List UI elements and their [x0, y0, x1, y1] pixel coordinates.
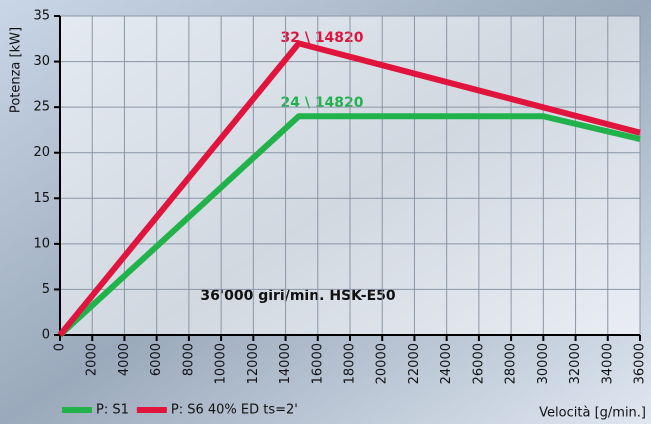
y-axis-label: Potenza [kW]	[9, 27, 24, 113]
series-line	[57, 113, 641, 338]
y-tick-label: 20	[33, 145, 50, 160]
series-line	[57, 40, 641, 337]
x-axis-label: Velocità [g/min.]	[539, 406, 646, 421]
annotation: 24 \ 14820	[280, 95, 363, 111]
x-tick-label: 34000	[600, 343, 615, 384]
x-tick-label: 36000	[633, 343, 648, 384]
x-tick-label: 10000	[214, 343, 229, 384]
y-tick-label: 15	[33, 191, 50, 206]
x-tick-label: 16000	[310, 343, 325, 384]
x-tick-label: 30000	[536, 343, 551, 384]
x-tick-label: 12000	[246, 343, 261, 384]
x-tick-label: 8000	[181, 343, 196, 376]
x-tick-label: 22000	[407, 343, 422, 384]
y-tick-label: 35	[33, 9, 50, 24]
x-tick-label: 18000	[343, 343, 358, 384]
x-tick-label: 4000	[117, 343, 132, 376]
x-tick-label: 2000	[85, 343, 100, 376]
x-tick-label: 0	[53, 343, 68, 351]
legend-swatch	[136, 407, 167, 413]
y-tick-label: 0	[42, 328, 50, 343]
y-tick-label: 10	[33, 236, 50, 251]
legend-label: P: S6 40% ED ts=2'	[171, 403, 298, 418]
x-tick-label: 14000	[278, 343, 293, 384]
y-tick-label: 30	[33, 54, 50, 69]
y-tick-label: 5	[42, 282, 50, 297]
x-tick-label: 6000	[149, 343, 164, 376]
legend-swatch	[62, 407, 92, 413]
x-tick-label: 32000	[568, 343, 583, 384]
x-tick-label: 24000	[439, 343, 454, 384]
annotation: 36'000 giri/min. HSK-E50	[200, 288, 396, 304]
annotation: 32 \ 14820	[280, 30, 363, 46]
x-tick-label: 26000	[471, 343, 486, 384]
y-tick-label: 25	[33, 100, 50, 115]
legend-label: P: S1	[96, 403, 129, 418]
x-tick-label: 20000	[375, 343, 390, 384]
x-tick-label: 28000	[504, 343, 519, 384]
